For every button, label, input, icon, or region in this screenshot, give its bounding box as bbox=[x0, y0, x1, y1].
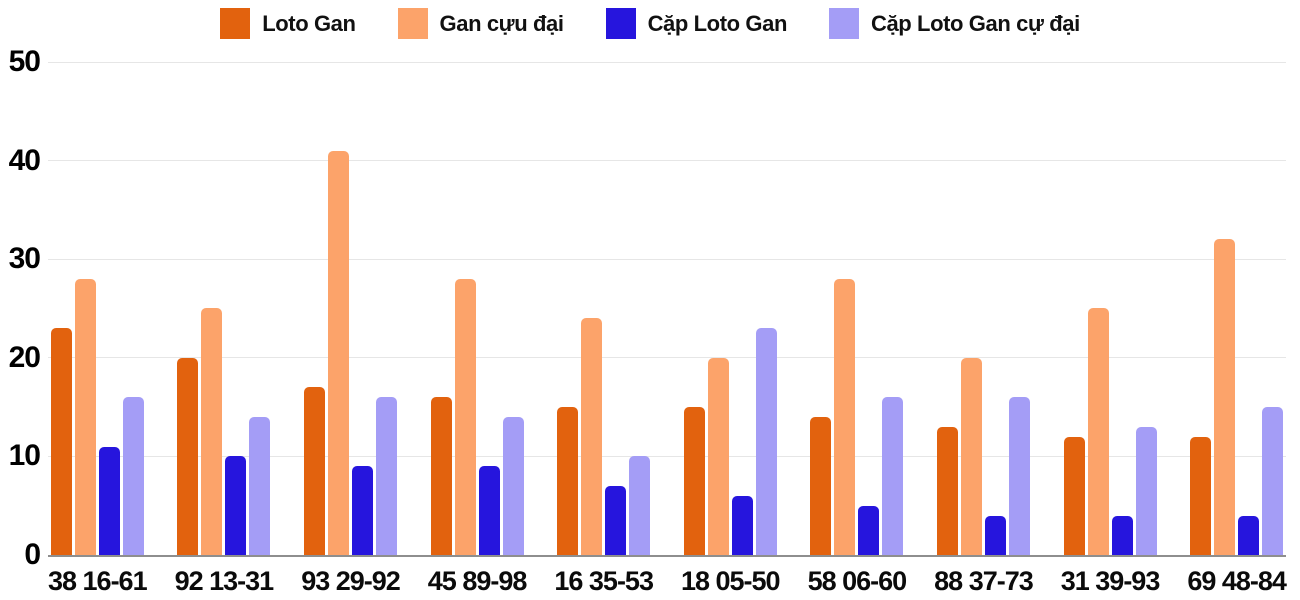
bar bbox=[858, 506, 880, 555]
legend-item-2[interactable]: Cặp Loto Gan bbox=[605, 8, 788, 39]
bar-group bbox=[414, 0, 541, 555]
bar-group bbox=[667, 0, 794, 555]
bar bbox=[74, 279, 96, 555]
gridline bbox=[48, 455, 1286, 457]
bar bbox=[581, 318, 603, 555]
x-axis-category-label: 38 16-61 bbox=[48, 566, 148, 596]
bar-group bbox=[540, 0, 667, 555]
legend-item-label: Cặp Loto Gan bbox=[647, 10, 788, 36]
bar bbox=[327, 151, 349, 555]
bar bbox=[707, 358, 729, 555]
legend-item-label: Cặp Loto Gan cự đại bbox=[870, 10, 1080, 36]
bars-area bbox=[34, 0, 1300, 555]
bar bbox=[225, 456, 247, 555]
bar bbox=[755, 328, 777, 555]
gridline bbox=[48, 61, 1286, 63]
bar bbox=[98, 447, 120, 555]
bar bbox=[810, 417, 832, 555]
x-axis-category-label: 31 39-93 bbox=[1060, 566, 1161, 596]
y-axis-tick-label: 10 bbox=[8, 439, 41, 473]
y-axis-tick-label: 20 bbox=[8, 340, 41, 374]
gridline bbox=[48, 160, 1286, 162]
x-axis-category-label: 88 37-73 bbox=[934, 566, 1034, 596]
bar-group bbox=[794, 0, 921, 555]
bar bbox=[430, 397, 452, 555]
y-axis-tick-label: 0 bbox=[24, 538, 41, 571]
x-axis-category-label: 16 35-53 bbox=[554, 566, 654, 596]
bar bbox=[605, 486, 627, 555]
bar bbox=[1063, 437, 1085, 555]
bar bbox=[201, 308, 223, 555]
bar bbox=[375, 397, 397, 555]
bar bbox=[1262, 407, 1284, 555]
bar-group bbox=[34, 0, 161, 555]
bar bbox=[936, 427, 958, 555]
bar-group bbox=[287, 0, 414, 555]
legend-swatch-icon bbox=[605, 8, 636, 39]
bar bbox=[683, 407, 705, 555]
bar bbox=[351, 466, 373, 555]
bar bbox=[629, 456, 651, 555]
bar bbox=[1135, 427, 1157, 555]
bar bbox=[882, 397, 904, 555]
y-axis-tick-label: 50 bbox=[8, 45, 41, 78]
x-axis-category-label: 69 48-84 bbox=[1187, 566, 1287, 596]
x-axis-category-label: 45 89-98 bbox=[427, 566, 528, 596]
bar bbox=[249, 417, 271, 555]
bar bbox=[122, 397, 144, 555]
bar-group bbox=[920, 0, 1047, 555]
legend-item-label: Gan cựu đại bbox=[439, 10, 564, 36]
bar bbox=[557, 407, 579, 555]
legend-swatch-icon bbox=[828, 8, 859, 39]
legend-item-3[interactable]: Cặp Loto Gan cự đại bbox=[828, 8, 1080, 39]
x-axis-category-label: 18 05-50 bbox=[680, 566, 781, 596]
legend-item-1[interactable]: Gan cựu đại bbox=[397, 8, 564, 39]
bar bbox=[502, 417, 524, 555]
bar bbox=[50, 328, 72, 555]
x-axis-line bbox=[48, 555, 1286, 557]
legend-swatch-icon bbox=[397, 8, 428, 39]
bar bbox=[960, 358, 982, 555]
bar-group bbox=[1173, 0, 1300, 555]
legend-item-label: Loto Gan bbox=[262, 10, 356, 36]
bar bbox=[478, 466, 500, 555]
bar bbox=[984, 516, 1006, 555]
bar bbox=[1214, 239, 1236, 555]
x-axis-labels: 38 16-61 92 13-31 93 29-92 45 89-98 16 35-53… bbox=[34, 566, 1300, 597]
bar bbox=[1008, 397, 1030, 555]
bar bbox=[1087, 308, 1109, 555]
bar bbox=[303, 387, 325, 555]
bar-group bbox=[161, 0, 288, 555]
y-axis-tick-label: 30 bbox=[8, 242, 41, 276]
gridline bbox=[48, 258, 1286, 260]
bar bbox=[1238, 516, 1260, 555]
bar-group bbox=[1047, 0, 1174, 555]
bar bbox=[731, 496, 753, 555]
x-axis-category-label: 58 06-60 bbox=[807, 566, 908, 596]
legend-swatch-icon bbox=[220, 8, 251, 39]
bar bbox=[1190, 437, 1212, 555]
chart-legend: Loto Gan Gan cựu đại Cặp Loto Gan Cặp Loto … bbox=[0, 8, 1300, 39]
bar bbox=[177, 358, 199, 555]
x-axis-category-label: 92 13-31 bbox=[174, 566, 275, 596]
bar bbox=[454, 279, 476, 555]
bar bbox=[834, 279, 856, 555]
bar bbox=[1111, 516, 1133, 555]
legend-item-0[interactable]: Loto Gan bbox=[220, 8, 356, 39]
y-axis-tick-label: 40 bbox=[8, 143, 41, 177]
x-axis-category-label: 93 29-92 bbox=[301, 566, 401, 596]
gridline bbox=[48, 357, 1286, 359]
